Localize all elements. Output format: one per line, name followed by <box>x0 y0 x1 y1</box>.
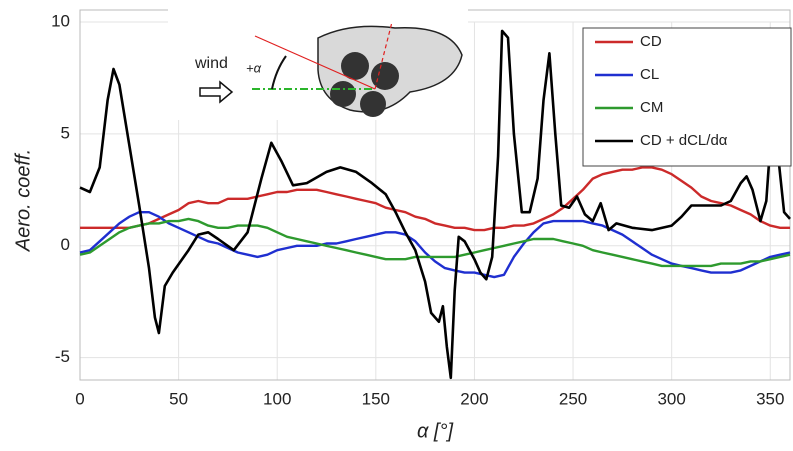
legend-label: CL <box>640 66 659 83</box>
legend-label: CD <box>640 33 662 50</box>
x-tick-label: 350 <box>756 389 784 408</box>
wind-arrow <box>199 80 234 104</box>
series-line <box>79 29 791 380</box>
inset-diagram: wind +α <box>168 8 468 120</box>
y-tick-label: 0 <box>61 235 70 254</box>
legend-label: CD + dCL/dα <box>640 132 728 149</box>
inset-label: +α <box>246 60 262 75</box>
x-axis-label: α [°] <box>417 420 454 442</box>
y-axis-label: Aero. coeff. <box>12 149 34 252</box>
lift-direction <box>374 21 393 90</box>
y-tick-label: 5 <box>61 123 70 142</box>
legend <box>582 27 792 167</box>
x-tick-label: 50 <box>169 389 188 408</box>
x-tick-label: 200 <box>460 389 488 408</box>
y-tick-label: 10 <box>51 11 70 30</box>
series-line <box>79 217 791 268</box>
series-line <box>79 211 791 279</box>
x-tick-label: 150 <box>362 389 390 408</box>
x-tick-label: 300 <box>657 389 685 408</box>
x-tick-label: 100 <box>263 389 291 408</box>
conductor <box>360 91 386 117</box>
legend-label: CM <box>640 99 663 116</box>
x-tick-label: 0 <box>75 389 84 408</box>
conductor <box>371 62 399 90</box>
conductor <box>330 81 356 107</box>
conductor <box>341 52 369 80</box>
drag-direction <box>254 35 376 90</box>
series-line <box>80 166 790 232</box>
inset-label: wind <box>194 55 228 72</box>
x-tick-label: 250 <box>559 389 587 408</box>
y-tick-label: -5 <box>55 347 70 366</box>
angle-arc <box>271 55 287 90</box>
